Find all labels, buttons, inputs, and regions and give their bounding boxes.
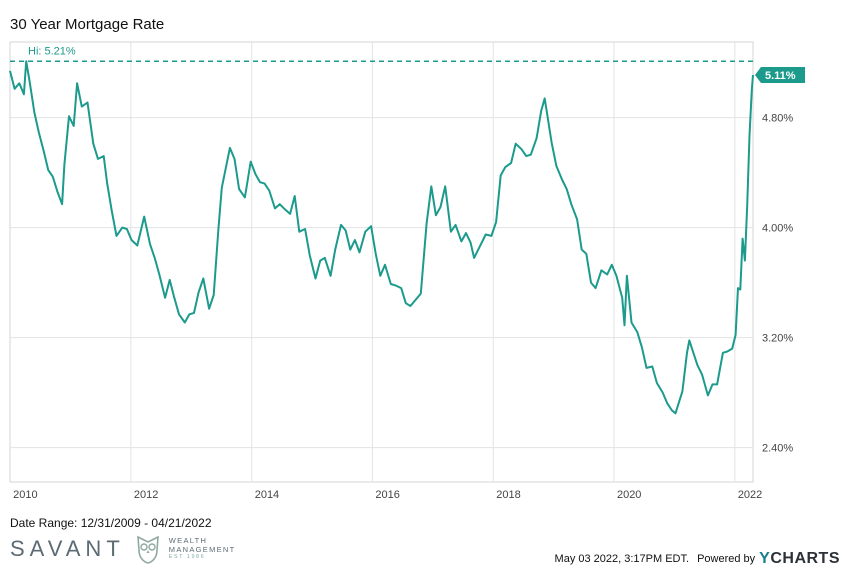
chart-footer: May 03 2022, 3:17PM EDT. Powered by YCHA… bbox=[555, 550, 840, 568]
ycharts-logo-y: Y bbox=[759, 550, 771, 567]
y-tick-label: 3.20% bbox=[762, 333, 793, 345]
brand-line-management: MANAGEMENT bbox=[168, 544, 236, 554]
gridlines bbox=[9, 41, 754, 483]
brand-line-wealth: WEALTH bbox=[168, 536, 208, 546]
line-chart: 2.40% 3.20% 4.00% 4.80% 2010 2012 2014 2016 2018… bbox=[9, 41, 805, 501]
x-tick-label: 2022 bbox=[738, 489, 762, 501]
x-tick-label: 2018 bbox=[496, 489, 520, 501]
axis-labels: 2.40% 3.20% 4.00% 4.80% 2010 2012 2014 2016 2018… bbox=[13, 113, 793, 501]
y-tick-label: 4.80% bbox=[762, 113, 793, 125]
x-tick-label: 2020 bbox=[617, 489, 641, 501]
plot-frame bbox=[9, 41, 754, 483]
last-value-badge bbox=[755, 67, 805, 83]
y-tick-label: 4.00% bbox=[762, 223, 793, 235]
brand-established: EST 1986 bbox=[168, 554, 206, 561]
series-line bbox=[9, 60, 754, 415]
chart-title: 30 Year Mortgage Rate bbox=[10, 16, 165, 33]
ycharts-logo-text: CHARTS bbox=[770, 550, 840, 567]
ycharts-logo[interactable]: YCHARTS bbox=[759, 550, 840, 568]
powered-by-label: Powered by bbox=[697, 553, 756, 565]
x-tick-label: 2016 bbox=[375, 489, 399, 501]
series-layer bbox=[9, 60, 754, 415]
x-tick-label: 2014 bbox=[255, 489, 279, 501]
brand-tagline: WEALTH MANAGEMENT EST 1986 bbox=[169, 537, 236, 561]
timestamp: May 03 2022, 3:17PM EDT. bbox=[554, 553, 690, 565]
x-tick-label: 2012 bbox=[134, 489, 158, 501]
y-tick-label: 2.40% bbox=[762, 443, 793, 455]
date-range: Date Range: 12/31/2009 - 04/21/2022 bbox=[10, 516, 212, 530]
high-label: Hi: 5.21% bbox=[28, 45, 76, 57]
x-tick-label: 2010 bbox=[13, 489, 37, 501]
brand-logo: SAVANT WEALTH MANAGEMENT EST 1986 bbox=[10, 532, 236, 566]
owl-icon bbox=[136, 535, 159, 564]
annotations: Hi: 5.21% 5.11% bbox=[10, 45, 805, 83]
last-value-label: 5.11% bbox=[765, 70, 796, 82]
brand-name: SAVANT bbox=[10, 536, 125, 561]
